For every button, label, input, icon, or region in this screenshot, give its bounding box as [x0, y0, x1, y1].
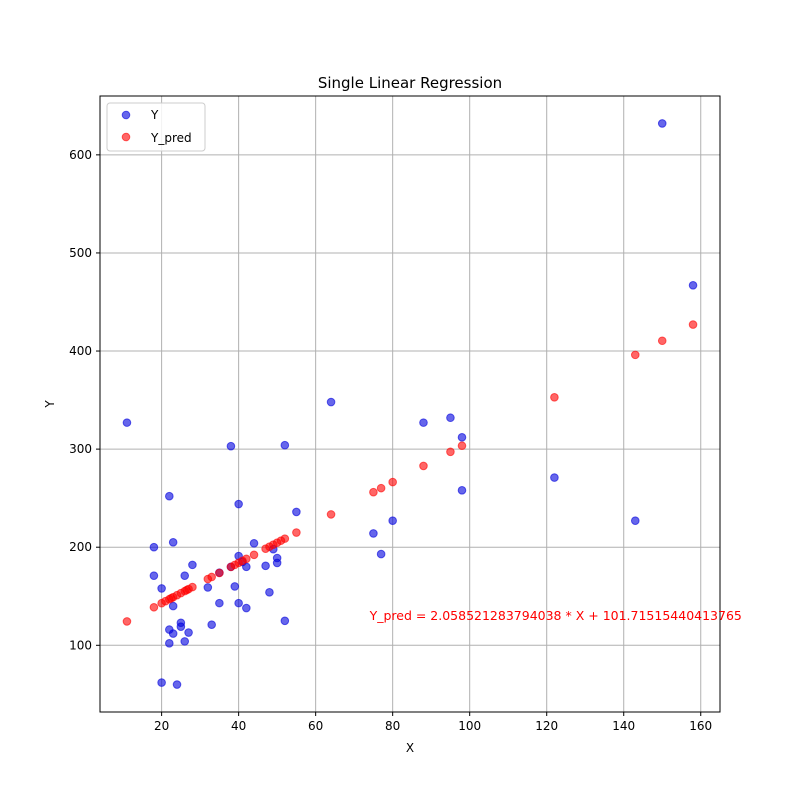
legend-marker-y	[121, 110, 131, 120]
legend-marker-y-pred	[121, 132, 131, 142]
legend-label-y: Y	[150, 108, 159, 122]
x-tick-label: 120	[535, 719, 558, 733]
data-point-y	[369, 529, 378, 538]
data-point-y	[657, 119, 667, 128]
data-point-y	[149, 571, 159, 580]
series-y-pred-points	[122, 320, 698, 626]
legend: Y Y_pred	[106, 102, 206, 152]
y-axis-ticks: 100 200 300 400 500 600	[69, 148, 100, 652]
data-point-y	[272, 553, 282, 563]
data-point-y-pred	[550, 392, 559, 402]
data-point-y-pred	[249, 550, 259, 560]
data-point-y	[457, 486, 467, 495]
data-point-y	[326, 397, 336, 407]
data-point-y	[203, 583, 213, 592]
data-point-y	[249, 538, 259, 548]
data-point-y	[388, 516, 397, 526]
legend-box	[106, 102, 206, 152]
data-point-y	[122, 418, 132, 427]
data-point-y	[446, 413, 455, 423]
data-point-y	[550, 473, 559, 482]
data-point-y-pred	[149, 602, 159, 612]
data-point-y	[242, 603, 251, 613]
y-tick-label: 200	[69, 540, 92, 554]
regression-equation: Y_pred = 2.058521283794038 * X + 101.715…	[369, 608, 742, 623]
plot-frame	[99, 95, 721, 713]
data-point-y	[168, 601, 178, 611]
data-point-y-pred	[292, 528, 301, 537]
grid-lines	[100, 96, 720, 712]
y-tick-label: 600	[69, 148, 92, 162]
x-axis-ticks: 20 40 60 80 100 120 140 160	[154, 712, 712, 733]
y-tick-label: 100	[69, 638, 92, 652]
y-axis-label: Y	[43, 400, 57, 409]
data-point-y	[172, 680, 182, 689]
data-point-y-pred	[419, 461, 428, 471]
data-point-y	[188, 560, 197, 570]
data-point-y	[165, 639, 174, 648]
data-point-y	[234, 598, 243, 608]
data-point-y	[457, 433, 467, 442]
data-point-y	[176, 622, 186, 631]
data-point-y	[230, 582, 240, 591]
data-point-y	[180, 571, 190, 580]
data-point-y-pred	[446, 447, 455, 457]
data-point-y-pred	[376, 483, 386, 493]
data-point-y-pred	[388, 477, 397, 487]
data-point-y	[265, 588, 274, 597]
x-tick-label: 40	[231, 719, 246, 733]
data-point-y	[234, 499, 243, 509]
data-point-y-pred	[688, 320, 698, 329]
data-point-y-pred	[188, 582, 197, 592]
y-tick-label: 400	[69, 344, 92, 358]
data-point-y	[165, 491, 174, 501]
data-point-y	[168, 629, 178, 638]
data-point-y-pred	[630, 350, 640, 360]
data-point-y-pred	[242, 554, 251, 564]
data-point-y-pred	[122, 617, 132, 626]
data-point-y	[157, 584, 166, 593]
x-tick-label: 60	[308, 719, 323, 733]
data-point-y	[207, 620, 216, 630]
data-point-y	[261, 561, 270, 571]
data-point-y	[280, 440, 290, 450]
data-point-y	[157, 678, 166, 687]
data-point-y	[688, 281, 698, 290]
data-point-y	[630, 516, 640, 526]
chart-title: Single Linear Regression	[318, 74, 502, 92]
x-tick-label: 20	[154, 719, 169, 733]
x-tick-label: 100	[458, 719, 481, 733]
data-point-y-pred	[215, 568, 224, 578]
legend-label-y-pred: Y_pred	[150, 131, 192, 145]
data-point-y	[292, 507, 301, 517]
x-tick-label: 140	[612, 719, 635, 733]
data-point-y-pred	[280, 534, 290, 543]
data-point-y	[419, 418, 428, 427]
data-point-y	[180, 637, 190, 646]
data-point-y-pred	[326, 510, 336, 519]
x-axis-label: X	[406, 741, 414, 755]
data-point-y	[280, 616, 290, 626]
data-point-y	[376, 549, 386, 559]
data-point-y-pred	[207, 572, 216, 582]
y-tick-label: 500	[69, 246, 92, 260]
data-point-y-pred	[369, 487, 378, 497]
data-point-y	[168, 538, 178, 547]
y-tick-label: 300	[69, 442, 92, 456]
data-point-y	[215, 598, 224, 608]
data-point-y-pred	[457, 441, 467, 451]
x-tick-label: 80	[385, 719, 400, 733]
data-point-y-pred	[657, 336, 667, 346]
data-point-y	[149, 542, 159, 552]
data-point-y	[184, 628, 193, 637]
x-tick-label: 160	[689, 719, 712, 733]
data-point-y	[226, 441, 236, 451]
